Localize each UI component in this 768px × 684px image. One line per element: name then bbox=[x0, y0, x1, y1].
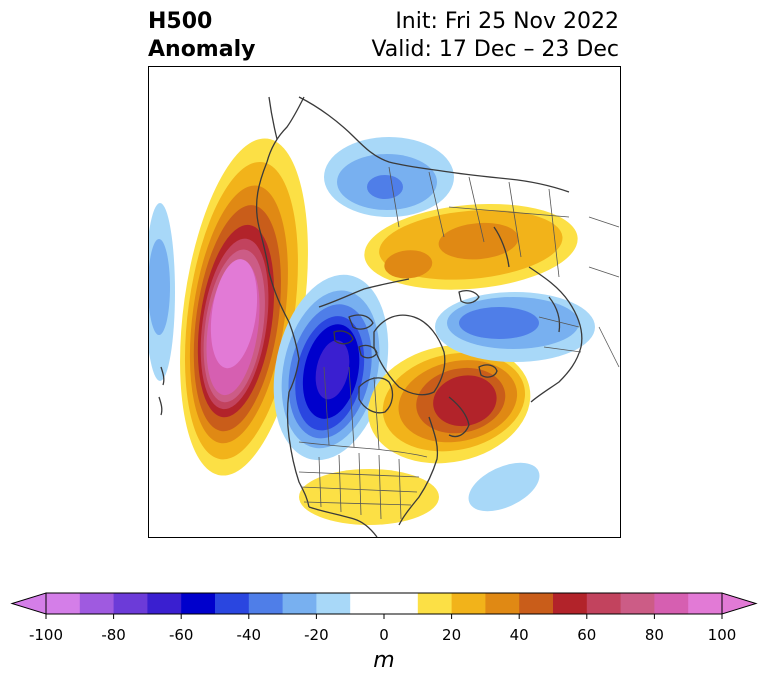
colorbar bbox=[10, 592, 758, 619]
colorbar-segment bbox=[654, 593, 689, 614]
title-field: Anomaly bbox=[148, 37, 256, 62]
anomaly-negative-northern-europe bbox=[435, 292, 595, 362]
colorbar-tick-label: -60 bbox=[168, 626, 194, 644]
colorbar-segment bbox=[248, 593, 284, 614]
colorbar-segment bbox=[586, 593, 622, 614]
coastlines bbox=[158, 96, 583, 537]
anomaly-positive-southeast-us bbox=[299, 469, 439, 525]
anomaly-negative-western-atlantic bbox=[468, 462, 540, 512]
colorbar-segment bbox=[620, 593, 655, 614]
colorbar-segment bbox=[688, 593, 723, 614]
colorbar-tick-label: 20 bbox=[442, 626, 462, 644]
title-right: Init: Fri 25 Nov 2022 Valid: 17 Dec – 23… bbox=[371, 8, 619, 64]
colorbar-segment bbox=[417, 593, 453, 614]
valid-range: Valid: 17 Dec – 23 Dec bbox=[371, 37, 619, 62]
colorbar-tick-label: 80 bbox=[644, 626, 664, 644]
title-variable: H500 bbox=[148, 9, 213, 34]
colorbar-segment bbox=[553, 593, 588, 614]
political-borders bbox=[298, 166, 620, 520]
colorbar-segment bbox=[384, 593, 419, 614]
colorbar-segment bbox=[451, 593, 486, 614]
anomaly-negative-east-siberia bbox=[324, 137, 454, 217]
colorbar-extend-min bbox=[10, 592, 47, 615]
anomaly-negative-western-canada bbox=[273, 274, 389, 461]
title-left: H500 Anomaly bbox=[148, 8, 255, 64]
colorbar-segment bbox=[147, 593, 182, 614]
anomaly-positive-gulf-of-alaska bbox=[180, 138, 308, 476]
anomaly-map bbox=[148, 66, 621, 538]
colorbar-segment bbox=[46, 593, 81, 614]
colorbar-tick-label: 60 bbox=[577, 626, 597, 644]
colorbar-segment bbox=[282, 593, 317, 614]
colorbar-tick-label: -20 bbox=[304, 626, 329, 644]
colorbar-tick-label: 100 bbox=[707, 626, 737, 644]
colorbar-segment bbox=[215, 593, 250, 614]
anomaly-negative-central-pacific bbox=[149, 203, 175, 381]
colorbar-segment bbox=[519, 593, 554, 614]
colorbar-segment bbox=[181, 593, 216, 614]
colorbar-tick-label: -40 bbox=[236, 626, 262, 644]
colorbar-tick-label: 40 bbox=[509, 626, 529, 644]
colorbar-unit-label: m bbox=[373, 648, 395, 673]
anomaly-positive-siberia bbox=[364, 203, 578, 290]
init-date: Init: Fri 25 Nov 2022 bbox=[395, 9, 619, 34]
colorbar-segment bbox=[350, 593, 385, 614]
colorbar-segment bbox=[79, 593, 115, 614]
colorbar-segment bbox=[316, 593, 351, 614]
colorbar-segment bbox=[485, 593, 520, 614]
colorbar-segment bbox=[113, 593, 148, 614]
colorbar-extend-max bbox=[721, 592, 758, 615]
colorbar-tick-label: 0 bbox=[379, 626, 389, 644]
colorbar-tick-label: -100 bbox=[28, 626, 64, 644]
colorbar-tick-label: -80 bbox=[101, 626, 126, 644]
